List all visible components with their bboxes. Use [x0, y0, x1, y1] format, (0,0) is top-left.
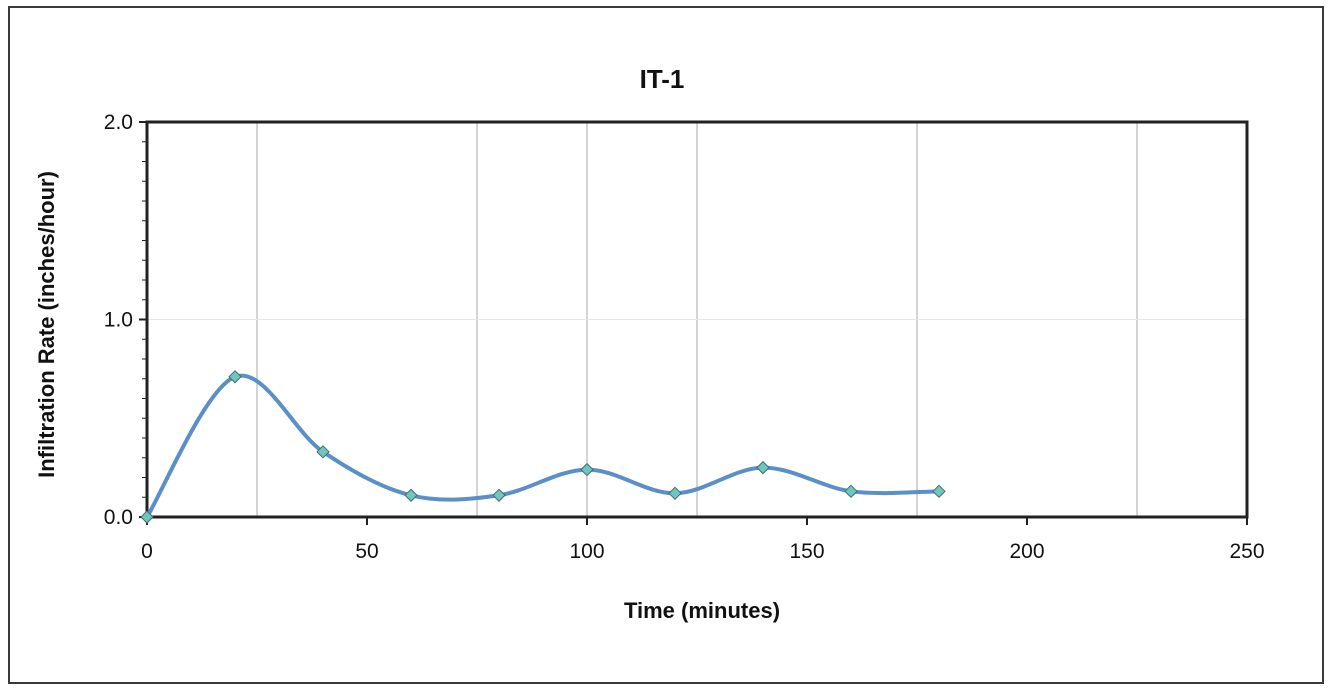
data-point-marker	[932, 484, 946, 499]
grid-layer	[147, 122, 1247, 517]
data-point-marker	[580, 462, 594, 477]
data-point-marker	[492, 488, 506, 502]
data-point-marker	[404, 488, 418, 502]
x-tick-label: 50	[355, 540, 378, 563]
chart-title: IT-1	[640, 64, 685, 94]
series-line	[145, 373, 941, 519]
data-point-marker	[316, 445, 330, 459]
x-tick-label: 250	[1229, 540, 1264, 563]
y-tick-label: 1.0	[104, 309, 133, 332]
data-point-marker	[228, 370, 242, 384]
y-tick-label: 2.0	[104, 111, 133, 134]
x-tick-label: 0	[141, 540, 153, 563]
x-tick-label: 100	[569, 540, 604, 563]
x-ticks-layer: 0 50 100 150 200 250	[141, 517, 1265, 563]
y-axis-label: Infiltration Rate (inches/hour)	[34, 171, 59, 478]
y-ticks-layer: 0.0 1.0 2.0	[104, 111, 147, 529]
data-point-marker	[844, 484, 858, 499]
data-point-marker	[668, 486, 682, 501]
x-tick-label: 150	[789, 540, 824, 563]
x-axis-label: Time (minutes)	[624, 598, 780, 623]
x-tick-label: 200	[1009, 540, 1044, 563]
chart-svg: IT-1 0.0 1.0 2.0 0 50 100 150 200 250 Time (min…	[34, 64, 1265, 623]
chart-frame: IT-1 0.0 1.0 2.0 0 50 100 150 200 250 Time (min…	[8, 6, 1324, 684]
data-point-marker	[756, 460, 770, 475]
markers-layer	[140, 370, 946, 524]
y-tick-label: 0.0	[104, 506, 133, 529]
data-point-marker	[140, 510, 154, 524]
